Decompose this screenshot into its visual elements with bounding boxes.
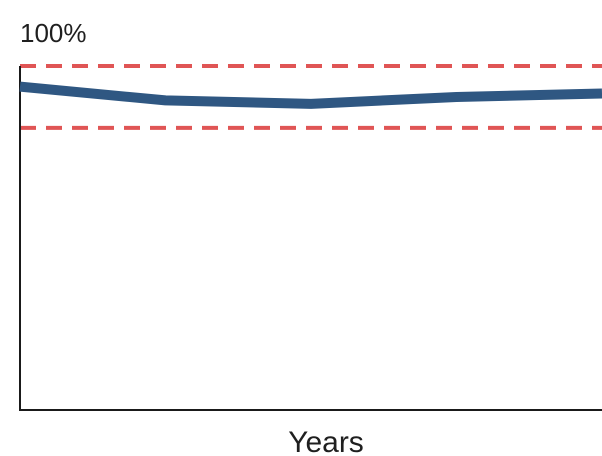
x-axis-label: Years [288, 426, 364, 456]
series-line-1 [19, 81, 602, 109]
y-axis-top-tick-label: 100% [20, 18, 87, 48]
series-layer [19, 81, 602, 109]
reference-lines [20, 64, 602, 130]
